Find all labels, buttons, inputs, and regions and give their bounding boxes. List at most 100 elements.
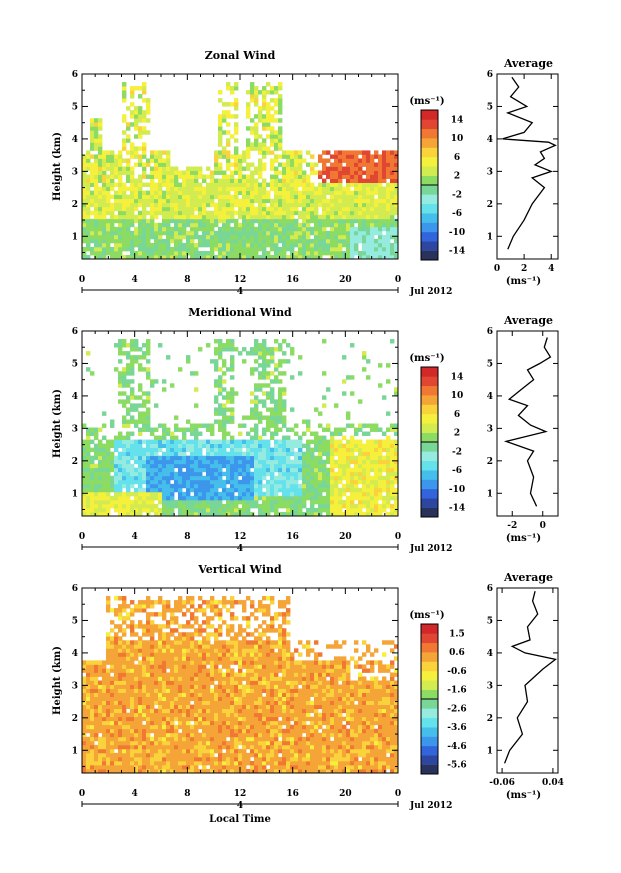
heatmap-cell [218,122,223,127]
heatmap-cell [134,355,139,360]
heatmap-cell [146,399,151,404]
heatmap-cell [158,740,163,746]
heatmap-cell [250,238,255,244]
heatmap-cell [330,443,335,449]
heatmap-cell [94,142,99,147]
heatmap-cell [322,471,327,477]
colorbar-tick-label: -10 [449,228,465,238]
heatmap-cell [302,178,307,183]
heatmap-cell [182,455,187,461]
heatmap-cell [274,379,279,384]
colorbar-tick-label: 2 [454,172,460,182]
heatmap-cell [234,471,239,477]
heatmap-cell [170,174,175,179]
heatmap-cell [106,744,111,750]
heatmap-cell [270,198,275,204]
heatmap-cell [266,495,271,501]
heatmap-cell [110,684,115,689]
heatmap-cell [134,608,139,613]
heatmap-cell [82,170,87,175]
heatmap-cell [282,238,287,244]
heatmap-cell [142,250,147,256]
heatmap-cell [310,198,315,204]
heatmap-cell [170,483,175,489]
heatmap-cell [334,439,339,445]
heatmap-cell [122,704,127,710]
heatmap-cell [98,226,103,232]
heatmap-cell [118,226,123,232]
heatmap-cell [230,170,235,175]
heatmap-cell [282,495,287,501]
heatmap-cell [142,403,147,408]
heatmap-cell [150,620,155,625]
heatmap-cell [134,604,139,609]
heatmap-cell [358,198,363,204]
heatmap-cell [126,383,131,388]
heatmap-cell [298,150,303,155]
heatmap-cell [310,186,315,192]
heatmap-cell [178,174,183,179]
heatmap-cell [182,439,187,445]
heatmap-cell [306,182,311,188]
heatmap-cell [246,246,251,252]
heatmap-cell [122,158,127,163]
heatmap-cell [150,383,155,388]
heatmap-cell [138,664,143,669]
heatmap-cell [122,692,127,697]
heatmap-cell [90,166,95,171]
heatmap-cell [370,254,375,260]
heatmap-cell [94,700,99,706]
heatmap-cell [250,491,255,497]
heatmap-cell [186,507,191,513]
heatmap-cell [114,246,119,252]
heatmap-cell [126,230,131,236]
heatmap-cell [198,186,203,192]
heatmap-cell [282,415,287,420]
heatmap-cell [262,194,267,200]
heatmap-cell [258,443,263,449]
heatmap-cell [330,174,335,179]
heatmap-cell [178,471,183,477]
heatmap-cell [114,768,119,774]
heatmap-cell [118,150,123,155]
heatmap-cell [282,471,287,477]
heatmap-cell [226,495,231,501]
heatmap-cell [278,134,283,139]
heatmap-cell [278,162,283,167]
heatmap-cell [390,443,395,449]
heatmap-cell [210,487,215,493]
heatmap-cell [138,740,143,746]
heatmap-cell [242,194,247,200]
heatmap-cell [266,347,271,352]
heatmap-cell [142,126,147,131]
heatmap-cell [238,491,243,497]
heatmap-cell [138,158,143,163]
heatmap-cell [86,660,91,665]
heatmap-cell [154,644,159,649]
heatmap-cell [178,206,183,212]
heatmap-cell [194,451,199,457]
heatmap-cell [178,455,183,461]
heatmap-cell [374,190,379,196]
heatmap-cell [270,499,275,505]
heatmap-cell [286,174,291,179]
heatmap-cell [258,507,263,513]
heatmap-cell [158,162,163,167]
heatmap-cell [138,126,143,131]
heatmap-cell [106,483,111,489]
heatmap-cell [210,471,215,477]
heatmap-cell [98,178,103,183]
heatmap-cell [154,186,159,192]
heatmap-cell [274,86,279,91]
heatmap-cell [190,178,195,183]
heatmap-cell [214,499,219,505]
heatmap-cell [366,455,371,461]
heatmap-cell [154,684,159,689]
heatmap-cell [182,198,187,204]
heatmap-cell [150,495,155,501]
heatmap-cell [122,688,127,693]
heatmap-cell [166,186,171,192]
heatmap-cell [178,194,183,200]
heatmap-cell [102,664,107,669]
